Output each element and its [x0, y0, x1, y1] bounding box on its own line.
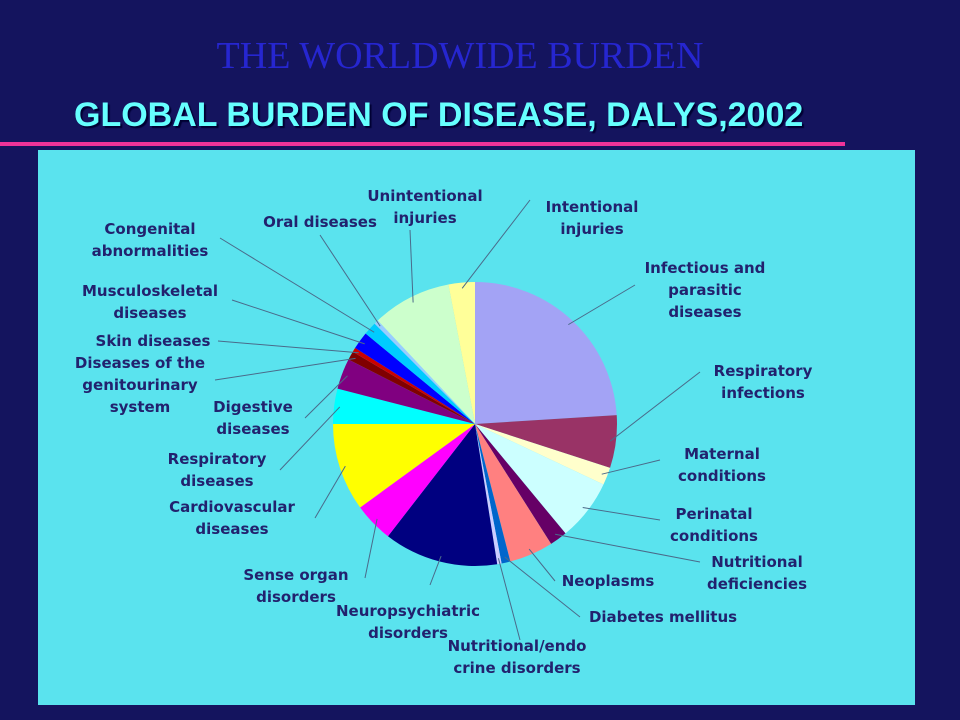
- pie-slice: [475, 424, 502, 565]
- pie-slice: [475, 424, 511, 564]
- slice-label: Nutritional/endo crine disorders: [447, 637, 587, 677]
- leader-line: [364, 518, 378, 579]
- pie-slice: [475, 424, 604, 534]
- slice-label: Intentional injuries: [545, 198, 639, 238]
- slice-label: Neoplasms: [561, 572, 655, 590]
- pie-slice: [352, 347, 475, 424]
- leader-line: [409, 229, 414, 303]
- leader-line: [497, 558, 521, 641]
- chart-title: GLOBAL BURDEN OF DISEASE, DALYS,2002: [74, 96, 804, 134]
- leader-line: [609, 371, 701, 442]
- pie-slice: [333, 424, 475, 508]
- pie-slice: [475, 424, 566, 544]
- leader-line: [279, 406, 341, 471]
- slice-label: Maternal conditions: [678, 445, 766, 485]
- pie-slice: [475, 282, 617, 424]
- pie-slice: [333, 388, 475, 424]
- pie-slice: [448, 282, 475, 424]
- pie-slice: [360, 424, 475, 537]
- slice-label: Oral diseases: [263, 213, 377, 231]
- slice-label: Diseases of the genitourinary system: [74, 354, 206, 416]
- pie-slice: [475, 415, 617, 468]
- slice-label: Respiratory infections: [713, 362, 813, 402]
- leader-line: [461, 199, 531, 289]
- leader-line: [219, 237, 375, 333]
- slice-label: Infectious and parasitic diseases: [644, 259, 766, 321]
- slice-label: Nutritional deficiencies: [706, 553, 808, 593]
- leader-line: [304, 375, 348, 419]
- leader-line: [314, 465, 346, 519]
- slice-label: Sense organ disorders: [243, 566, 349, 606]
- pie-slice: [355, 333, 475, 424]
- slice-label: Congenital abnormalities: [91, 220, 209, 260]
- leader-line: [429, 555, 442, 586]
- leader-line: [319, 234, 381, 327]
- slice-label: Digestive diseases: [213, 398, 293, 438]
- slice-label: Unintentional injuries: [367, 187, 483, 227]
- pie-slice: [374, 320, 475, 424]
- slice-label: Musculoskeletal diseases: [82, 282, 218, 322]
- leader-line: [568, 284, 636, 326]
- slide-title: THE WORLDWIDE BURDEN: [216, 35, 704, 77]
- pie-slice: [337, 359, 475, 424]
- slice-label: Respiratory diseases: [167, 450, 267, 490]
- leader-line: [231, 299, 365, 345]
- slice-label: Diabetes mellitus: [588, 608, 738, 626]
- slice-label: Skin diseases: [95, 332, 211, 350]
- slice-label: Perinatal conditions: [670, 505, 758, 545]
- leader-line: [214, 357, 356, 381]
- pie-slice: [377, 284, 475, 424]
- leader-line: [601, 459, 661, 475]
- leader-line: [582, 507, 661, 521]
- title-rule: [0, 142, 845, 146]
- leader-line: [217, 340, 359, 354]
- pie-slice: [365, 323, 475, 424]
- pie-slice: [475, 424, 552, 562]
- slice-label: Neuropsychiatric disorders: [336, 602, 480, 642]
- leader-line: [504, 556, 581, 618]
- leader-line: [528, 548, 556, 582]
- pie-slice: [475, 424, 611, 485]
- pie-slice: [348, 351, 475, 424]
- leader-line: [555, 533, 701, 563]
- slice-label: Cardiovascular diseases: [169, 498, 295, 538]
- pie-slice: [387, 424, 498, 567]
